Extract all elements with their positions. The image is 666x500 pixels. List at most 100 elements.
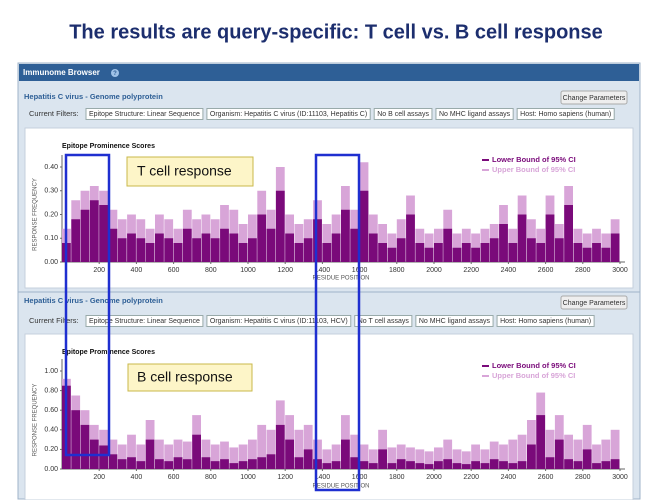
filter-chip: No B cell assays <box>377 111 429 118</box>
bar <box>127 457 136 469</box>
filters-label: Current Filters: <box>29 316 79 325</box>
chart-title: Epitope Prominence Scores <box>62 143 155 150</box>
highlight-box <box>314 153 361 492</box>
bar <box>238 444 248 469</box>
bar <box>80 209 90 262</box>
x-tick-label: 200 <box>93 474 105 481</box>
help-icon[interactable]: ? <box>113 71 117 77</box>
x-tick-label: 1000 <box>240 267 256 274</box>
bar <box>508 243 518 262</box>
bar <box>117 459 127 469</box>
x-tick-label: 200 <box>93 267 105 274</box>
bar <box>136 461 146 469</box>
highlight-box <box>64 153 111 457</box>
button[interactable]: Change Parameters <box>563 95 626 102</box>
filter-chip-bg <box>373 108 433 120</box>
bar <box>201 457 211 469</box>
filter-chip: Epitope Structure: Linear Sequence <box>89 318 200 325</box>
bar <box>443 228 453 262</box>
bar <box>257 457 267 469</box>
bar <box>145 243 155 262</box>
bar <box>341 439 350 469</box>
y-tick-label: 0.40 <box>44 164 58 171</box>
help-icon-bg[interactable] <box>111 69 119 77</box>
bar <box>127 434 136 469</box>
bar <box>220 441 229 469</box>
bar <box>564 434 573 469</box>
filter-chip-bg <box>435 108 514 120</box>
bar <box>368 463 378 469</box>
bar <box>294 243 304 262</box>
legend-label: Lower Bound of 95% CI <box>492 155 576 164</box>
bar <box>461 243 471 262</box>
bar <box>378 449 387 469</box>
bar <box>443 439 453 469</box>
button-bg[interactable] <box>560 295 628 310</box>
bar <box>564 205 573 262</box>
bar <box>164 444 174 469</box>
x-tick-label: 1800 <box>389 267 405 274</box>
bar <box>452 247 462 262</box>
button[interactable]: Change Parameters <box>563 300 626 307</box>
bar <box>331 444 341 469</box>
bar <box>145 439 155 469</box>
bar <box>396 238 406 262</box>
bar <box>182 228 192 262</box>
bar <box>536 243 546 262</box>
bar <box>182 441 192 469</box>
bar <box>415 243 425 262</box>
bar <box>499 224 508 262</box>
bar <box>545 457 555 469</box>
bar <box>257 424 267 469</box>
bar <box>350 228 360 262</box>
x-axis-label: RESIDUE POSITION <box>312 276 369 282</box>
bar <box>387 247 397 262</box>
bar <box>257 214 267 262</box>
legend-label: Upper Bound of 95% CI <box>492 165 575 174</box>
bar <box>387 447 397 469</box>
bar <box>461 451 471 469</box>
bar <box>573 461 583 469</box>
bar <box>155 459 164 469</box>
x-tick-label: 2800 <box>575 474 591 481</box>
bar <box>527 238 536 262</box>
bar <box>443 459 453 469</box>
callout-box <box>126 156 254 187</box>
bar <box>350 457 360 469</box>
bar <box>434 447 443 469</box>
y-tick-label: 0.20 <box>44 211 58 218</box>
filter-chip: Epitope Structure: Linear Sequence <box>89 111 200 118</box>
bar <box>406 461 415 469</box>
filter-list: Epitope Structure: Linear Sequence Organi… <box>85 315 595 327</box>
bar <box>313 439 322 469</box>
x-tick-label: 2600 <box>538 267 554 274</box>
bar <box>545 429 555 469</box>
app-title: Immunome Browser <box>23 68 100 77</box>
x-tick-label: 3000 <box>612 474 628 481</box>
y-tick-label: 1.00 <box>44 368 58 375</box>
bar <box>210 238 220 262</box>
x-tick-label: 2000 <box>426 474 442 481</box>
bar <box>610 233 620 262</box>
bar <box>136 238 146 262</box>
bar <box>545 214 555 262</box>
bar <box>406 214 415 262</box>
bar <box>350 434 360 469</box>
x-tick-label: 2600 <box>538 474 554 481</box>
filter-chip-bg <box>496 315 595 327</box>
filter-chip-bg <box>85 315 204 327</box>
filter-chip: No MHC ligand assays <box>419 318 491 325</box>
bar <box>229 233 239 262</box>
panel-subtitle: Hepatitis C virus - Genome polyprotein <box>24 92 163 101</box>
button-bg[interactable] <box>560 90 628 105</box>
bar <box>573 439 583 469</box>
x-tick-label: 600 <box>168 474 180 481</box>
bar <box>508 463 518 469</box>
bar <box>359 190 369 262</box>
x-tick-label: 2200 <box>463 267 479 274</box>
bar <box>248 439 257 469</box>
bar <box>582 424 592 469</box>
filter-list: Epitope Structure: Linear Sequence Organi… <box>85 108 615 120</box>
bar <box>359 444 369 469</box>
